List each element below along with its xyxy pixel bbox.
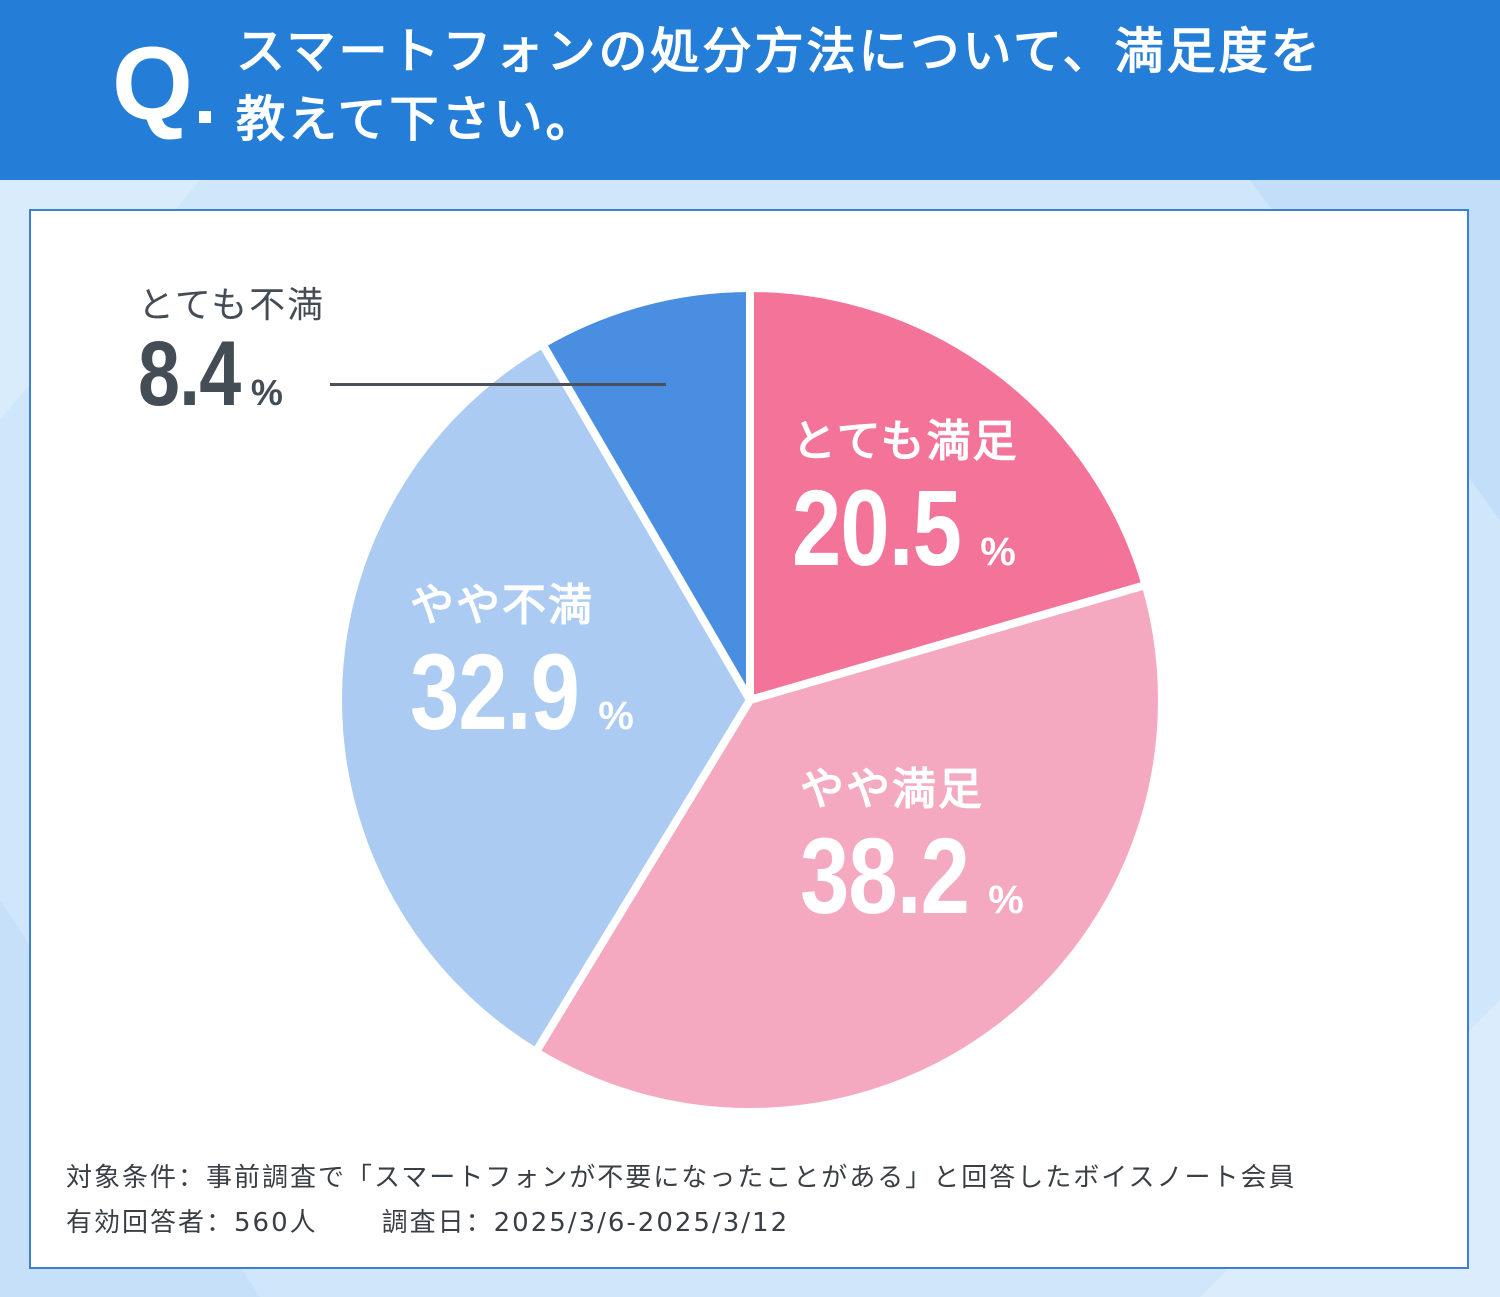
question-mark: Q — [112, 26, 193, 142]
slice-value-unit-somewhat-dissatisfied: % — [598, 694, 634, 738]
slice-value-unit-very-dissatisfied: % — [250, 372, 283, 413]
slice-name-very-dissatisfied: とても不満 — [138, 285, 326, 326]
question-mark-dot — [199, 111, 211, 123]
slice-value-very-satisfied: 20.5% — [792, 474, 1018, 582]
slice-value-somewhat-dissatisfied: 32.9% — [410, 631, 634, 752]
slice-name-somewhat-satisfied: やや満足 — [800, 764, 984, 815]
slice-name-very-satisfied: とても満足 — [792, 416, 1019, 467]
question-text: スマートフォンの処分方法について、満足度を 教えて下さい。 — [236, 18, 1436, 154]
slice-value-number-very-dissatisfied: 8.4 — [138, 323, 241, 425]
slice-name-somewhat-dissatisfied: やや不満 — [410, 580, 594, 631]
pie-slice-very-dissatisfied — [538, 284, 754, 704]
pie-slice-somewhat-dissatisfied — [334, 340, 754, 1056]
slice-value-number-somewhat-dissatisfied: 32.9 — [410, 631, 580, 752]
slice-value-very-dissatisfied: 8.4% — [138, 328, 325, 420]
footnote: 対象条件：事前調査で「スマートフォンが不要になったことがある」と回答したボイスノ… — [66, 1156, 1466, 1246]
slice-value-number-somewhat-satisfied: 38.2 — [800, 815, 970, 936]
slice-label-somewhat-satisfied: やや満足 38.2% — [800, 764, 1024, 936]
slice-label-very-satisfied: とても満足 20.5% — [792, 420, 1018, 582]
slice-value-unit-somewhat-satisfied: % — [988, 878, 1024, 922]
slice-label-very-dissatisfied: とても不満 8.4% — [138, 285, 326, 421]
slice-label-somewhat-dissatisfied: やや不満 32.9% — [410, 580, 634, 752]
footnote-respondents: 有効回答者：560人 — [66, 1208, 318, 1238]
pie-slice-very-satisfied — [746, 284, 1150, 704]
question-header: Q スマートフォンの処分方法について、満足度を 教えて下さい。 — [0, 0, 1500, 180]
slice-value-number-very-satisfied: 20.5 — [792, 467, 962, 588]
footnote-survey-date: 調査日：2025/3/6-2025/3/12 — [381, 1208, 790, 1238]
footnote-target: 対象条件：事前調査で「スマートフォンが不要になったことがある」と回答したボイスノ… — [66, 1163, 1297, 1193]
question-line-2: 教えて下さい。 — [236, 91, 598, 148]
slice-value-unit-very-satisfied: % — [980, 530, 1016, 574]
leader-line-very-dissatisfied — [330, 383, 666, 386]
question-line-1: スマートフォンの処分方法について、満足度を — [236, 23, 1323, 80]
pie-slice-somewhat-satisfied — [531, 581, 1166, 1116]
slice-value-somewhat-satisfied: 38.2% — [800, 815, 1024, 936]
